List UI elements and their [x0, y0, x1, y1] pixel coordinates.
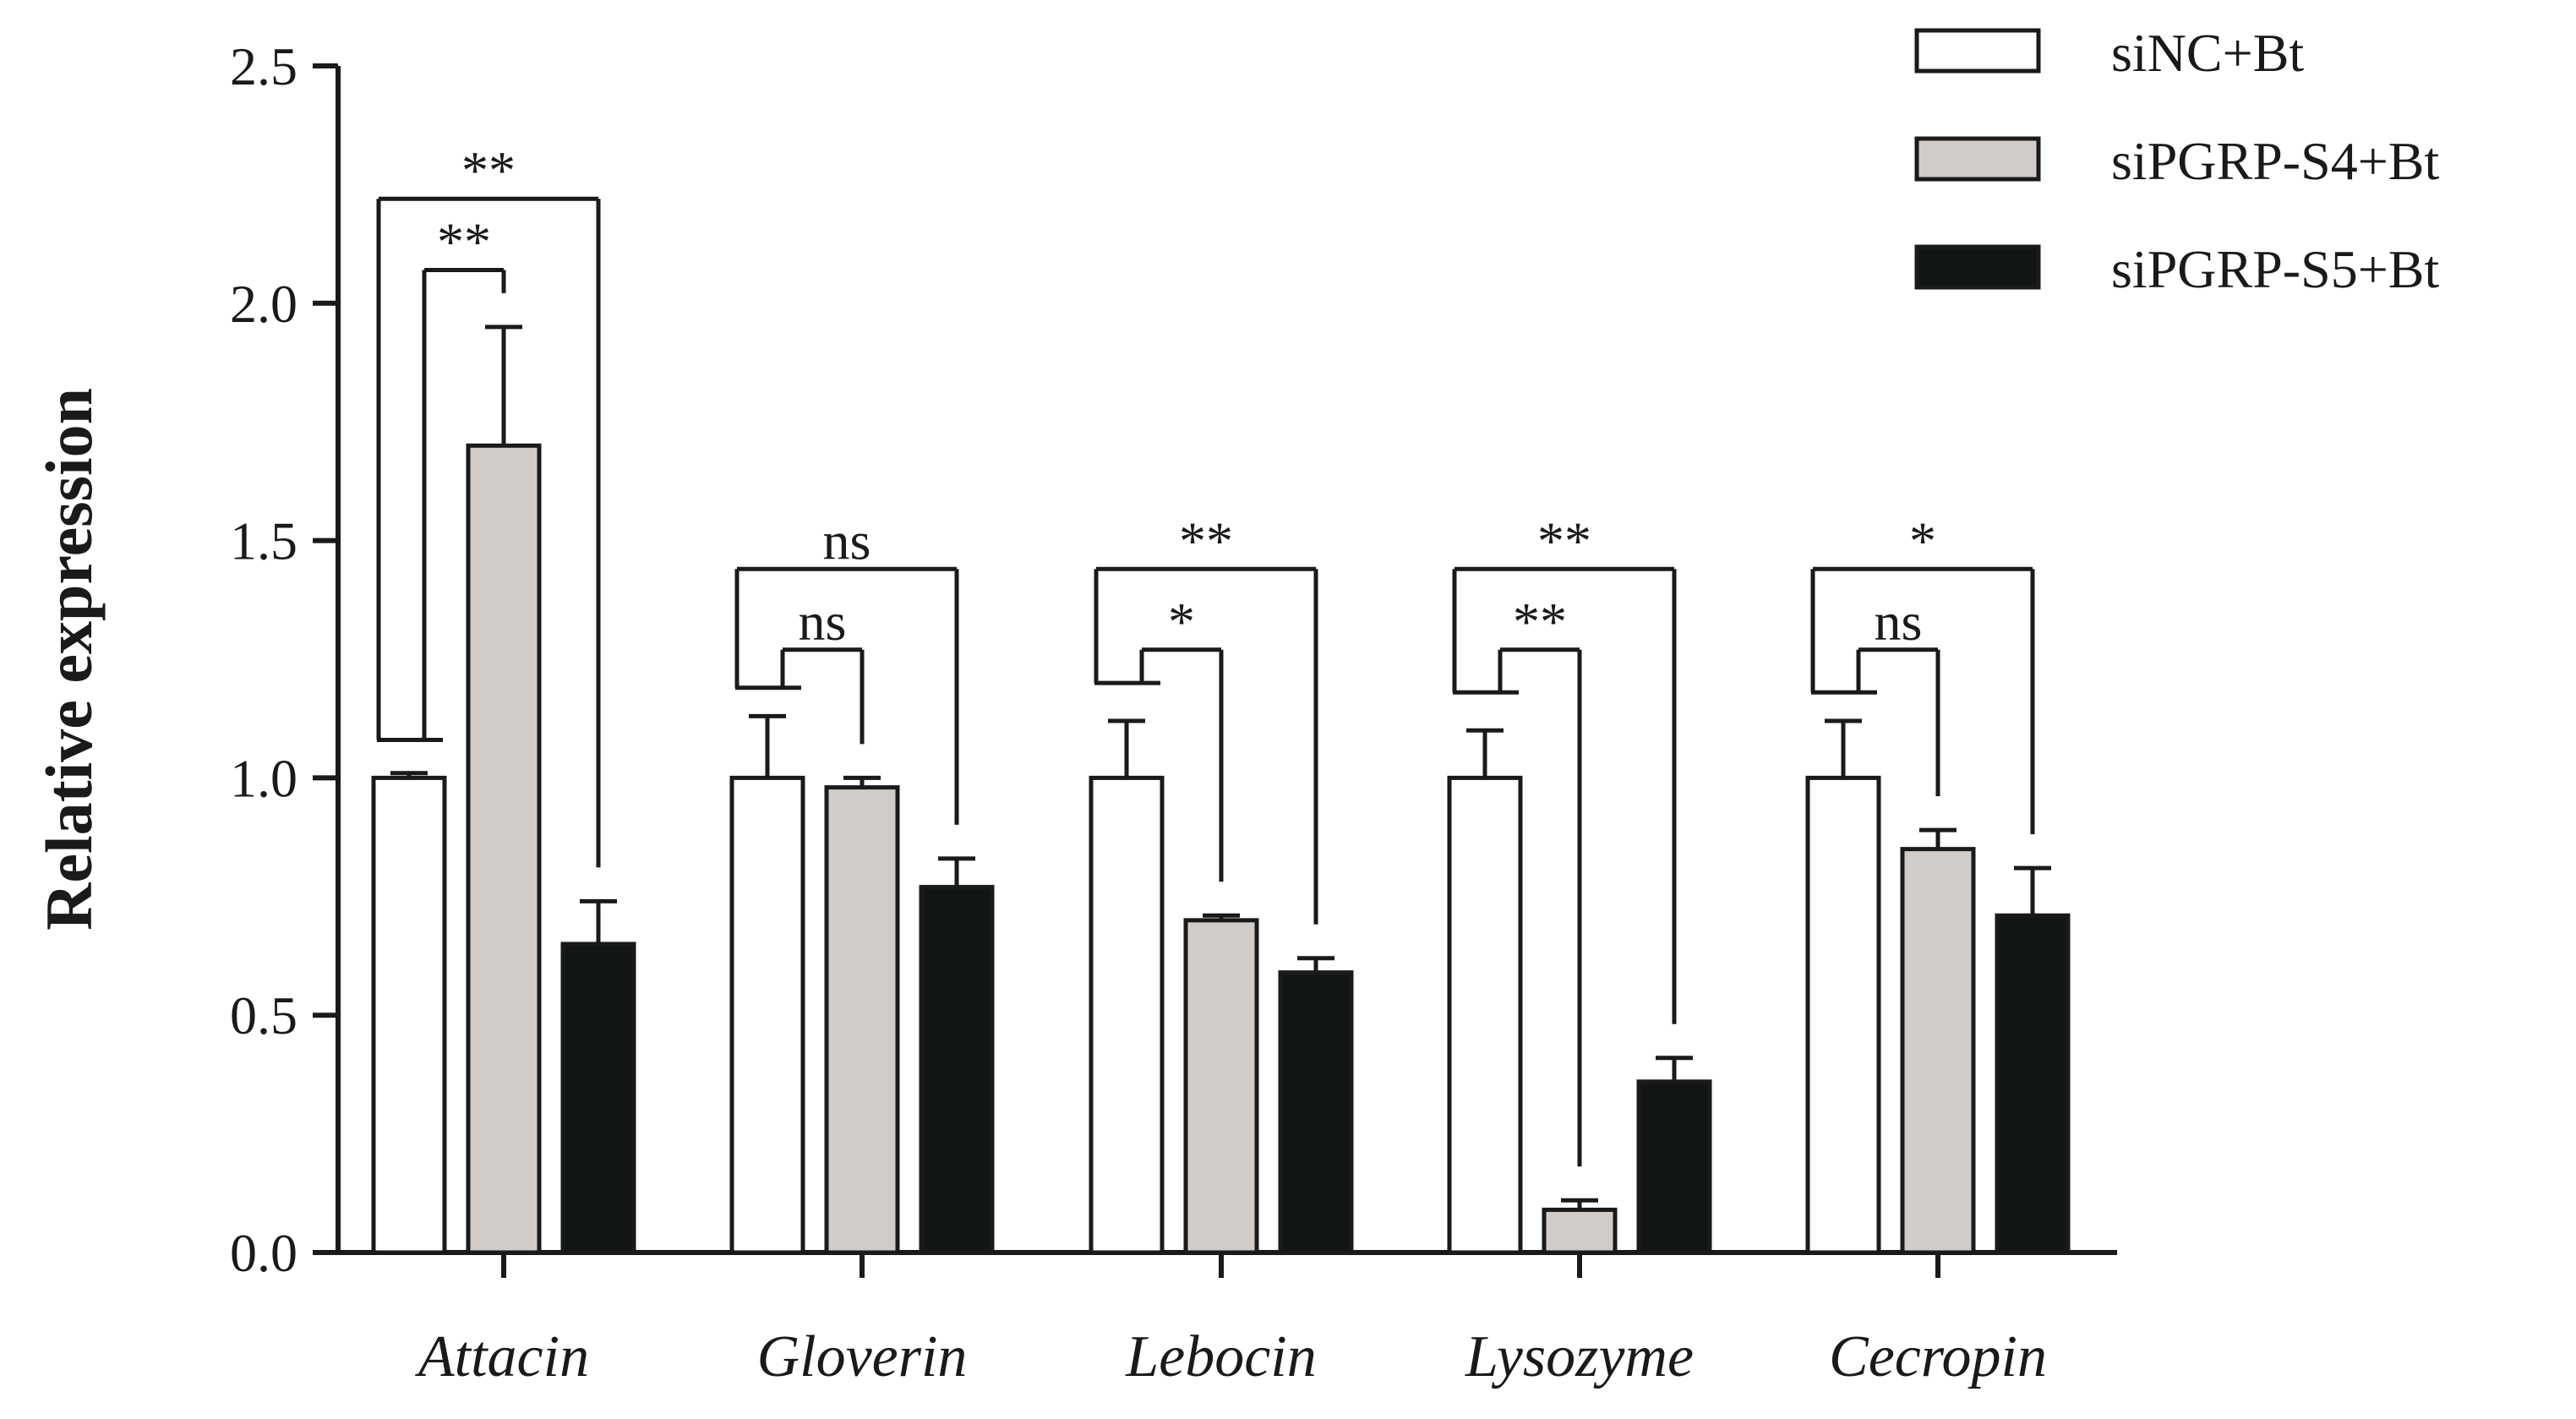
bar-1-lebocin	[1089, 775, 1165, 1255]
legend-label-3: siPGRP-S5+Bt	[2111, 239, 2439, 299]
significance-label: ns	[799, 592, 847, 652]
x-tick-label: Lysozyme	[1465, 1324, 1694, 1389]
bar-2-lebocin	[1183, 918, 1259, 1255]
x-tick-label: Lebocin	[1125, 1324, 1317, 1389]
significance-label: *	[1168, 592, 1195, 652]
legend-label-1: siNC+Bt	[2111, 23, 2304, 83]
bar-3-lysozyme	[1636, 1079, 1712, 1255]
y-tick-label: 0.5	[230, 985, 297, 1045]
significance-label: **	[461, 140, 516, 200]
bar-1-cecropin	[1805, 775, 1881, 1255]
bar-2-attacin	[466, 443, 542, 1255]
bar-2-cecropin	[1900, 847, 1976, 1255]
legend-swatch-3	[1914, 244, 2041, 290]
significance-label: **	[1179, 510, 1233, 570]
bar-3-cecropin	[1995, 913, 2071, 1255]
legend-swatch-1	[1914, 28, 2041, 74]
y-tick-label: 2.0	[230, 274, 297, 334]
x-tick-label: Gloverin	[757, 1324, 968, 1389]
y-tick-label: 2.5	[230, 36, 297, 96]
legend-swatch-2	[1914, 136, 2041, 182]
significance-label: **	[437, 211, 491, 271]
y-tick-label: 1.0	[230, 748, 297, 808]
bar-3-lebocin	[1278, 970, 1354, 1255]
x-tick-label: Attacin	[415, 1324, 589, 1389]
bar-2-lysozyme	[1542, 1207, 1618, 1255]
bar-1-attacin	[371, 775, 447, 1255]
significance-label: ns	[823, 510, 871, 570]
bar-3-attacin	[560, 941, 636, 1255]
legend-label-2: siPGRP-S4+Bt	[2111, 131, 2439, 191]
y-tick-label: 0.0	[230, 1223, 297, 1283]
significance-label: *	[1909, 510, 1936, 570]
x-tick-label: Cecropin	[1829, 1324, 2047, 1389]
significance-label: ns	[1875, 592, 1923, 652]
significance-label: **	[1513, 592, 1567, 652]
bar-2-gloverin	[824, 785, 900, 1255]
significance-label: **	[1537, 510, 1591, 570]
bar-1-gloverin	[729, 775, 805, 1255]
y-tick-label: 1.5	[230, 511, 297, 571]
y-axis-label: Relative expression	[32, 388, 106, 931]
bar-3-gloverin	[919, 885, 995, 1255]
bar-1-lysozyme	[1447, 775, 1523, 1255]
